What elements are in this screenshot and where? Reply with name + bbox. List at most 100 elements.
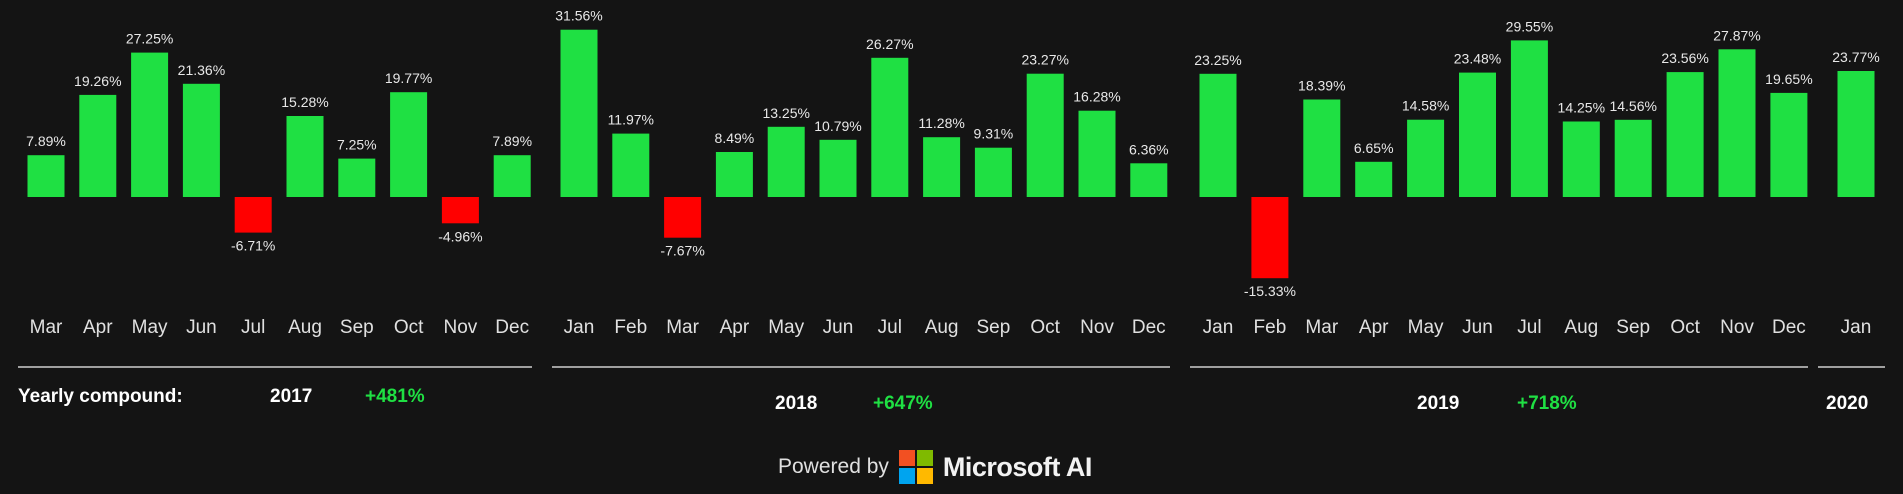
month-label-2018-jun: Jun bbox=[823, 317, 854, 338]
bar-2018-dec bbox=[1130, 163, 1168, 197]
data-label-2018-may: 13.25% bbox=[762, 105, 809, 121]
month-label-2018-nov: Nov bbox=[1080, 317, 1114, 338]
month-label-2017-may: May bbox=[132, 317, 168, 338]
yearly-compound-label: Yearly compound: bbox=[18, 386, 183, 407]
data-label-2019-sep: 14.56% bbox=[1609, 98, 1656, 114]
data-label-2018-jul: 26.27% bbox=[866, 36, 913, 52]
month-label-2017-aug: Aug bbox=[288, 317, 322, 338]
logo-square-red bbox=[898, 450, 915, 466]
month-label-2020-jan: Jan bbox=[1841, 317, 1872, 338]
data-label-2019-apr: 6.65% bbox=[1354, 140, 1394, 156]
bar-2017-nov bbox=[441, 197, 479, 224]
month-label-2019-jul: Jul bbox=[1517, 317, 1541, 338]
bar-2018-mar bbox=[664, 197, 702, 238]
bar-2017-jul bbox=[234, 197, 272, 233]
month-label-2017-sep: Sep bbox=[340, 317, 374, 338]
month-label-2019-jan: Jan bbox=[1203, 317, 1234, 338]
year-label-2017: 2017 bbox=[270, 386, 313, 407]
bar-2019-jun bbox=[1459, 72, 1496, 197]
data-label-2019-jun: 23.48% bbox=[1454, 51, 1501, 67]
bar-2018-feb bbox=[612, 133, 650, 197]
data-label-2017-apr: 19.26% bbox=[74, 73, 121, 89]
bar-2018-may bbox=[767, 126, 805, 197]
data-label-2017-may: 27.25% bbox=[126, 31, 173, 47]
year-label-2019: 2019 bbox=[1417, 393, 1460, 414]
data-label-2019-dec: 19.65% bbox=[1765, 71, 1812, 87]
data-label-2018-apr: 8.49% bbox=[715, 130, 755, 146]
bar-2020-jan bbox=[1837, 71, 1875, 197]
bar-2019-jan bbox=[1199, 73, 1237, 197]
month-label-2019-apr: Apr bbox=[1359, 317, 1389, 338]
data-label-2018-jun: 10.79% bbox=[814, 118, 861, 134]
bar-2017-dec bbox=[493, 155, 531, 197]
bar-2019-sep bbox=[1614, 119, 1652, 197]
data-label-2019-oct: 23.56% bbox=[1661, 50, 1708, 66]
logo-square-green bbox=[916, 450, 933, 466]
data-label-2017-jul: -6.71% bbox=[231, 238, 275, 254]
compound-value-2018: +647% bbox=[873, 393, 933, 414]
month-label-2017-dec: Dec bbox=[495, 317, 529, 338]
month-label-2018-oct: Oct bbox=[1030, 317, 1060, 338]
month-label-2018-feb: Feb bbox=[614, 317, 647, 338]
bar-2019-aug bbox=[1562, 121, 1600, 197]
bar-2017-mar bbox=[27, 155, 65, 197]
year-label-2018: 2018 bbox=[775, 393, 818, 414]
bar-2017-jun bbox=[182, 83, 220, 197]
bar-2017-sep bbox=[338, 158, 376, 197]
data-label-2019-aug: 14.25% bbox=[1558, 100, 1605, 116]
bar-2017-apr bbox=[79, 94, 117, 197]
bar-2018-nov bbox=[1078, 110, 1116, 197]
data-label-2020-jan: 23.77% bbox=[1832, 49, 1879, 65]
month-label-2019-feb: Feb bbox=[1254, 317, 1287, 338]
bar-2019-oct bbox=[1666, 72, 1704, 197]
bar-2019-may bbox=[1407, 119, 1445, 197]
month-label-2017-apr: Apr bbox=[83, 317, 113, 338]
powered-by-text: Powered by bbox=[778, 455, 889, 478]
bar-2019-nov bbox=[1718, 49, 1756, 197]
bar-2019-dec bbox=[1770, 92, 1808, 197]
data-label-2019-jan: 23.25% bbox=[1194, 52, 1241, 68]
month-label-2017-mar: Mar bbox=[30, 317, 63, 338]
data-label-2018-mar: -7.67% bbox=[660, 243, 704, 259]
bar-2019-feb bbox=[1251, 197, 1289, 279]
month-label-2018-dec: Dec bbox=[1132, 317, 1166, 338]
bar-2017-aug bbox=[286, 116, 324, 197]
data-label-2018-aug: 11.28% bbox=[918, 115, 964, 131]
month-label-2018-apr: Apr bbox=[720, 317, 750, 338]
data-label-2017-oct: 19.77% bbox=[385, 70, 432, 86]
bar-2018-jun bbox=[819, 139, 857, 197]
data-label-2017-mar: 7.89% bbox=[26, 133, 66, 149]
bar-2018-aug bbox=[923, 137, 961, 197]
month-label-2017-jun: Jun bbox=[186, 317, 217, 338]
bar-2017-oct bbox=[390, 92, 428, 197]
data-label-2018-feb: 11.97% bbox=[608, 112, 654, 128]
logo-square-yellow bbox=[916, 468, 933, 484]
data-label-2018-oct: 23.27% bbox=[1021, 52, 1068, 68]
bar-2018-apr bbox=[715, 152, 753, 197]
month-label-2018-aug: Aug bbox=[925, 317, 959, 338]
month-label-2019-oct: Oct bbox=[1670, 317, 1700, 338]
bar-2018-jan bbox=[560, 29, 598, 198]
month-label-2019-sep: Sep bbox=[1616, 317, 1650, 338]
data-label-2018-nov: 16.28% bbox=[1073, 89, 1120, 105]
data-label-2017-dec: 7.89% bbox=[492, 133, 532, 149]
compound-value-2019: +718% bbox=[1517, 393, 1577, 414]
compound-value-2017: +481% bbox=[365, 386, 425, 407]
month-label-2019-jun: Jun bbox=[1462, 317, 1493, 338]
data-label-2017-jun: 21.36% bbox=[178, 62, 225, 78]
month-label-2019-may: May bbox=[1408, 317, 1444, 338]
data-label-2019-may: 14.58% bbox=[1402, 98, 1449, 114]
microsoft-logo-icon bbox=[898, 450, 933, 484]
month-label-2019-aug: Aug bbox=[1564, 317, 1598, 338]
data-label-2017-aug: 15.28% bbox=[281, 94, 328, 110]
monthly-returns-chart: 7.89% Mar 19.26% Apr 27.25% May 21.36% Jun -6.71… bbox=[18, 8, 1885, 368]
data-label-2018-sep: 9.31% bbox=[974, 126, 1014, 142]
data-label-2019-feb: -15.33% bbox=[1244, 283, 1296, 299]
month-label-2018-jan: Jan bbox=[564, 317, 595, 338]
month-label-2019-mar: Mar bbox=[1305, 317, 1338, 338]
year-label-2020: 2020 bbox=[1826, 393, 1869, 414]
bar-2019-apr bbox=[1355, 161, 1393, 197]
bar-2017-may bbox=[131, 52, 169, 197]
bar-2018-sep bbox=[974, 147, 1012, 197]
data-label-2019-nov: 27.87% bbox=[1713, 27, 1760, 43]
